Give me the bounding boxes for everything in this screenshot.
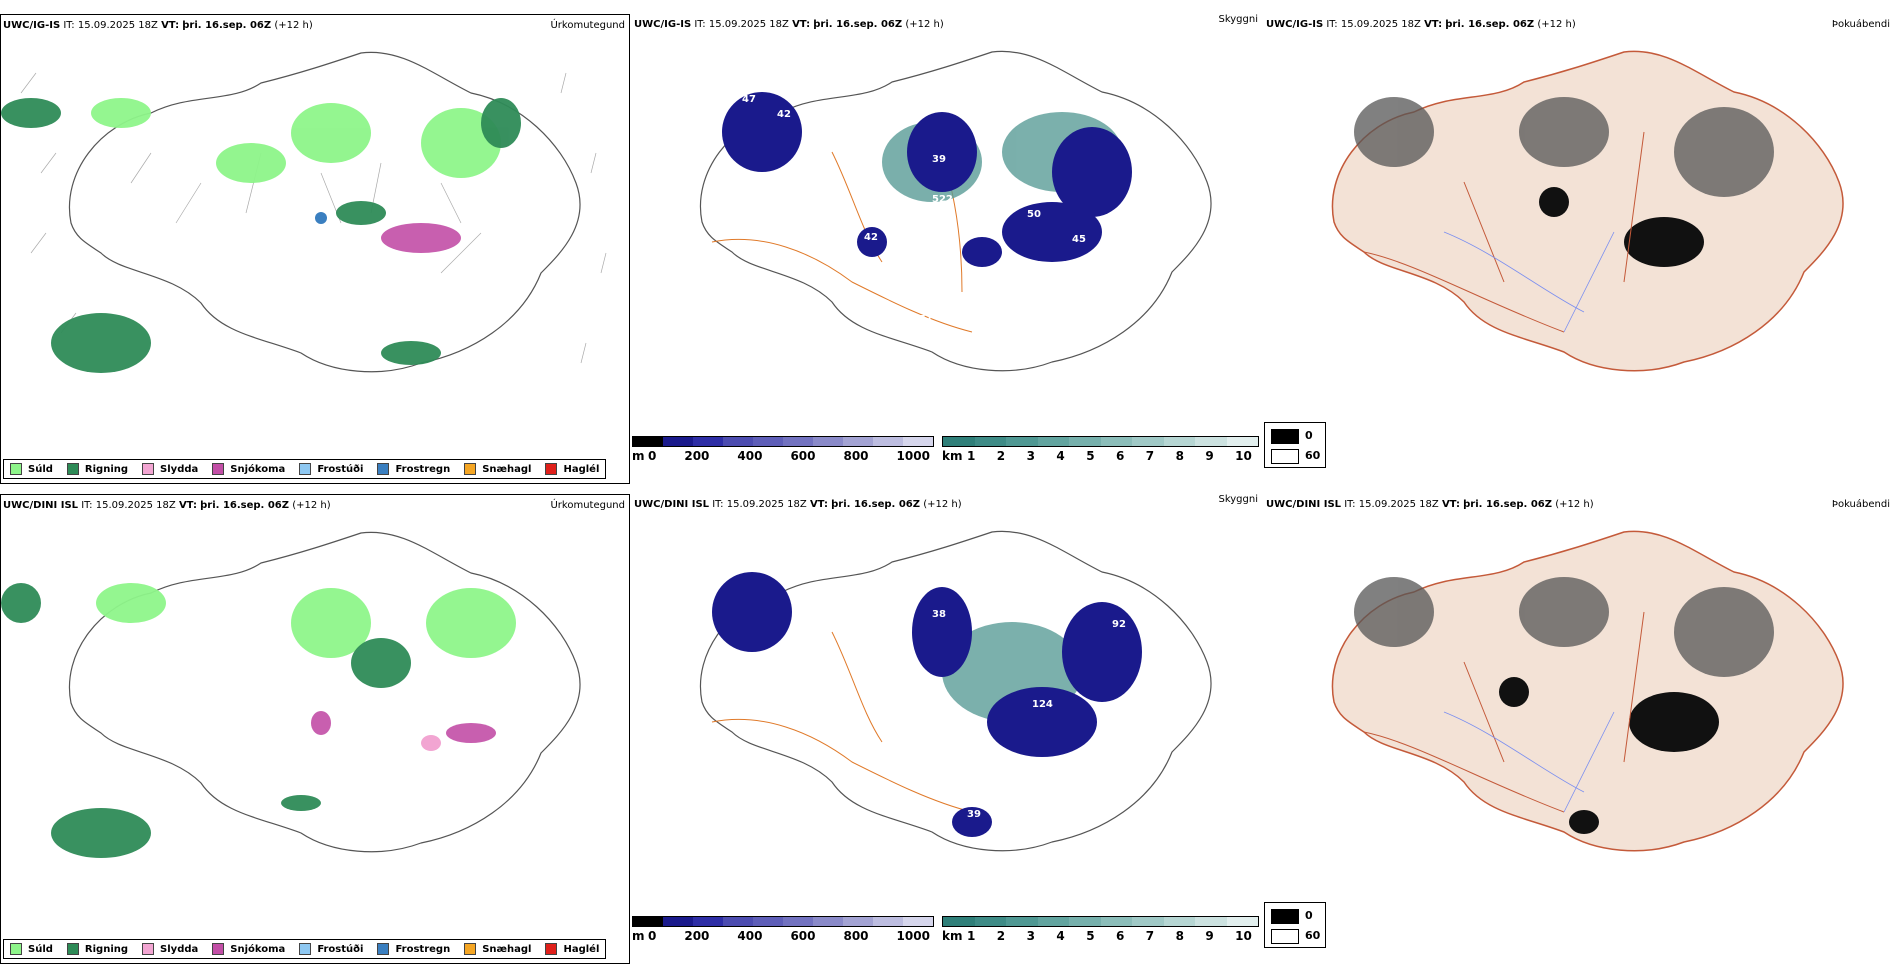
precip-type-map-row2: UWC/DINI ISL IT: 15.09.2025 18Z VT: þri.… <box>0 494 630 964</box>
legend-item: Rigning <box>66 463 128 475</box>
iceland-cloud-map <box>699 50 1212 372</box>
cloud-value: 39 <box>967 809 981 820</box>
iceland-precip-map <box>1 531 581 858</box>
legend-item: Haglél <box>545 463 599 475</box>
cloud-value: 42 <box>777 109 791 120</box>
cloud-value: 92 <box>1112 619 1126 630</box>
precip-legend: Súld Rigning Slydda Snjókoma Frostúði Fr… <box>3 939 607 959</box>
fog-legend: 0 60 <box>1264 422 1326 468</box>
legend-item: Rigning <box>66 943 128 955</box>
fog-indicator-map-row2: UWC/DINI ISL IT: 15.09.2025 18Z VT: þri.… <box>1264 494 1894 964</box>
legend-item: Haglél <box>545 943 599 955</box>
legend-item: Snjókoma <box>212 943 285 955</box>
cloud-base-unit: m <box>632 449 645 463</box>
cloud-value: 41 <box>772 569 786 580</box>
panel-type-label: Skyggni <box>1218 14 1258 25</box>
cloud-base-map-row1: UWC/IG-IS IT: 15.09.2025 18Z VT: þri. 16… <box>632 14 1262 484</box>
visibility-colorbar <box>942 916 1259 927</box>
legend-item: Slydda <box>142 943 198 955</box>
panel-type-label: Þokuábendi <box>1831 19 1890 30</box>
panel-header: UWC/DINI ISL IT: 15.09.2025 18Z VT: þri.… <box>1266 499 1594 510</box>
cloud-value: 50 <box>1027 209 1041 220</box>
panel-header: UWC/DINI ISL IT: 15.09.2025 18Z VT: þri.… <box>634 499 962 510</box>
panel-type-label: Úrkomutegund <box>550 500 625 511</box>
cloud-base-ticks: 0 200 400 600 800 1000 <box>648 929 930 943</box>
panel-header: UWC/IG-IS IT: 15.09.2025 18Z VT: þri. 16… <box>634 19 944 30</box>
legend-item: Frostúði <box>299 943 363 955</box>
panel-header: UWC/DINI ISL IT: 15.09.2025 18Z VT: þri.… <box>3 500 331 511</box>
legend-item: Súld <box>10 943 53 955</box>
legend-item: Snjókoma <box>212 463 285 475</box>
precip-legend: Súld Rigning Slydda Snjókoma Frostúði Fr… <box>3 459 607 479</box>
cloud-value: 39 <box>932 154 946 165</box>
cloud-value: 60 <box>1107 114 1121 125</box>
legend-item: Snæhagl <box>464 463 531 475</box>
legend-item: Slydda <box>142 463 198 475</box>
cloud-value: 151 <box>912 314 933 325</box>
panel-type-label: Úrkomutegund <box>550 20 625 31</box>
iceland-fog-map <box>1331 530 1844 852</box>
cloud-base-unit: m <box>632 929 645 943</box>
cloud-value: 42 <box>864 232 878 243</box>
visibility-unit: km <box>942 449 963 463</box>
cloud-base-colorbar <box>632 916 934 927</box>
visibility-colorbar <box>942 436 1259 447</box>
panel-header: UWC/IG-IS IT: 15.09.2025 18Z VT: þri. 16… <box>1266 19 1576 30</box>
cloud-base-map-row2: UWC/DINI ISL IT: 15.09.2025 18Z VT: þri.… <box>632 494 1262 964</box>
visibility-unit: km <box>942 929 963 943</box>
legend-item: Snæhagl <box>464 943 531 955</box>
legend-item: Frostregn <box>377 943 450 955</box>
iceland-cloud-map <box>699 530 1212 852</box>
legend-item: Súld <box>10 463 53 475</box>
legend-item: Frostregn <box>377 463 450 475</box>
cloud-value: 45 <box>1072 234 1086 245</box>
panel-type-label: Þokuábendi <box>1831 499 1890 510</box>
panel-type-label: Skyggni <box>1218 494 1258 505</box>
cloud-value: 96 <box>872 714 886 725</box>
cloud-value: 47 <box>742 94 756 105</box>
cloud-base-ticks: 0 200 400 600 800 1000 <box>648 449 930 463</box>
fog-legend: 0 60 <box>1264 902 1326 948</box>
cloud-value: 124 <box>1032 699 1053 710</box>
cloud-value: 38 <box>932 609 946 620</box>
iceland-precip-map <box>1 51 607 373</box>
cloud-base-colorbar <box>632 436 934 447</box>
fog-indicator-map-row1: UWC/IG-IS IT: 15.09.2025 18Z VT: þri. 16… <box>1264 14 1894 484</box>
iceland-fog-map <box>1331 50 1844 372</box>
cloud-value: 83 <box>732 74 746 85</box>
precip-type-map-row1: UWC/IG-IS IT: 15.09.2025 18Z VT: þri. 16… <box>0 14 630 484</box>
panel-header: UWC/IG-IS IT: 15.09.2025 18Z VT: þri. 16… <box>3 20 313 31</box>
cloud-value: 50 <box>732 549 746 560</box>
cloud-value: 522 <box>932 194 953 205</box>
legend-item: Frostúði <box>299 463 363 475</box>
